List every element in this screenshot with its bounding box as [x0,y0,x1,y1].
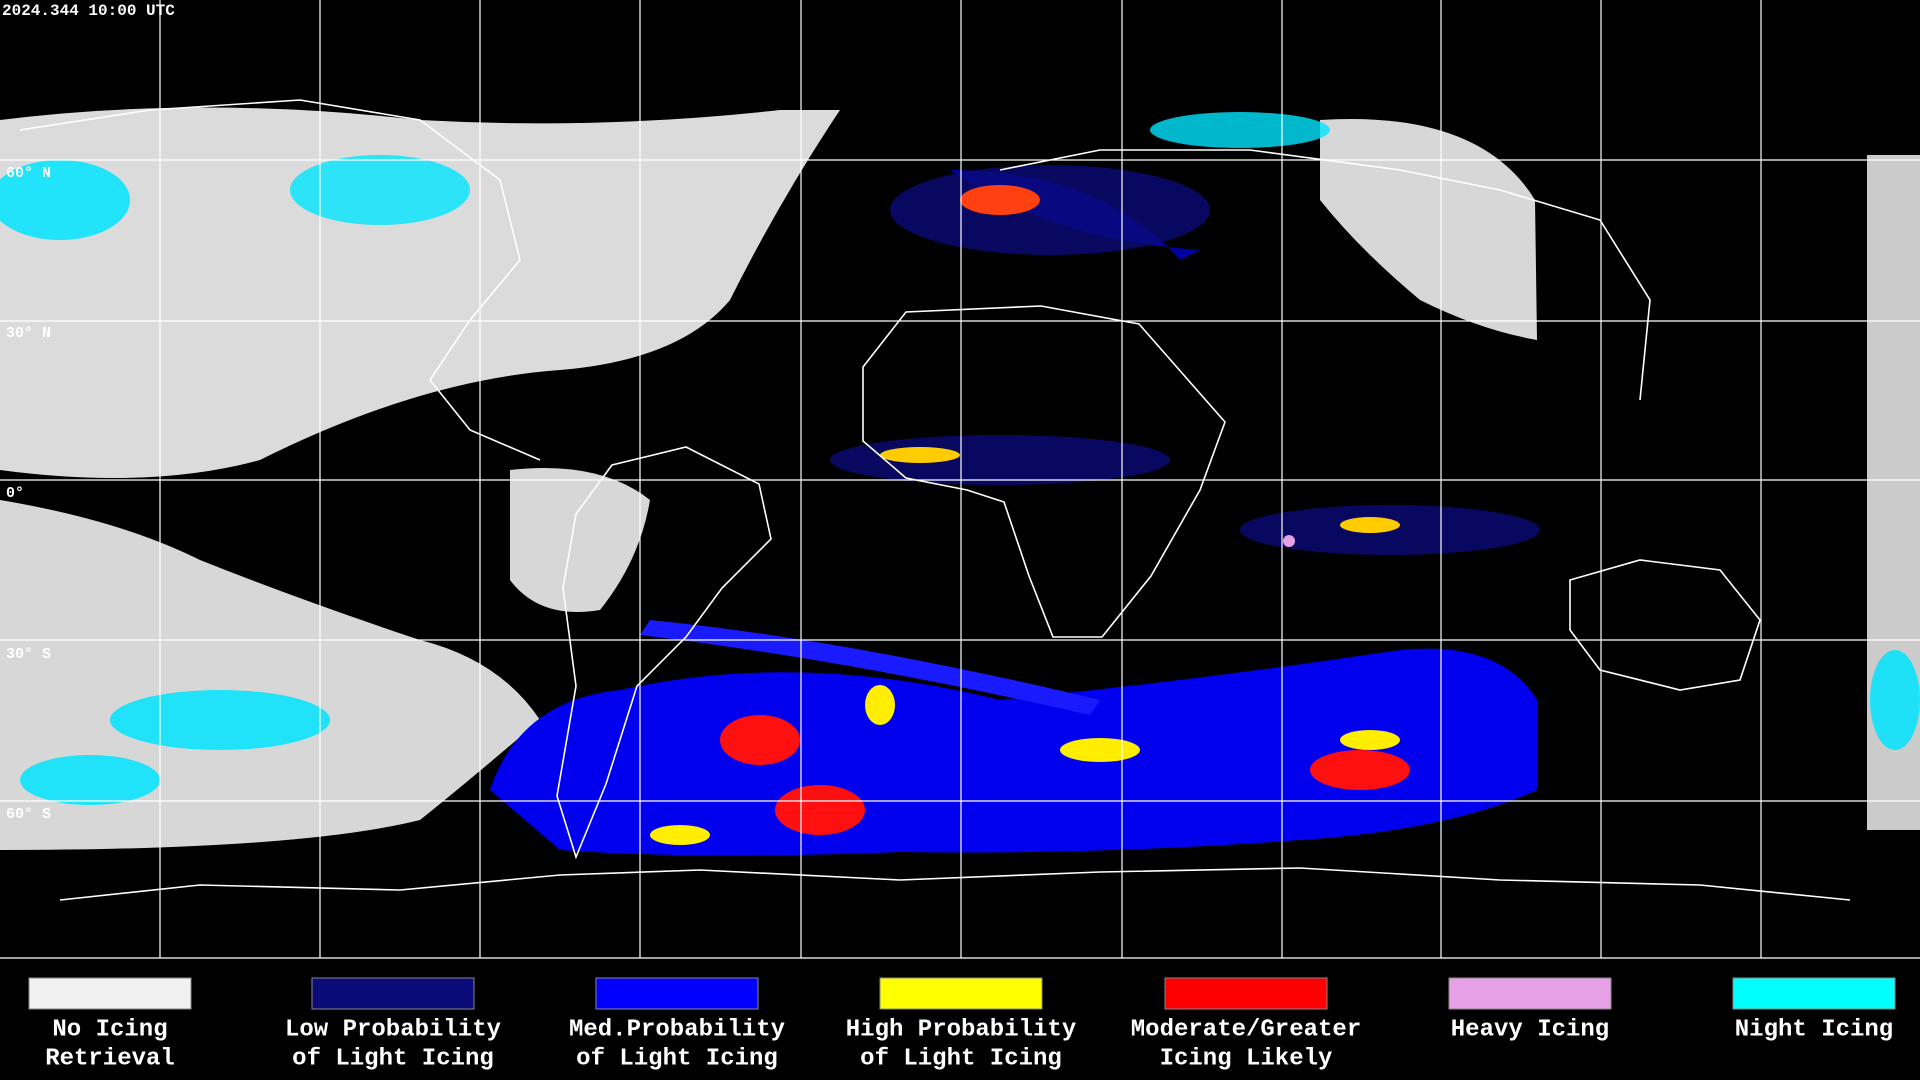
legend-label: Icing Likely [1160,1045,1333,1072]
high-icing [1340,517,1400,533]
legend-label: High Probability [846,1016,1076,1043]
legend-label: Moderate/Greater [1131,1016,1361,1043]
heavy-icing [1283,535,1295,547]
legend-label: Night Icing [1735,1016,1893,1043]
coastline [999,149,1651,401]
icing-band [640,620,1100,715]
legend-swatch [1448,977,1612,1010]
legend-swatch [879,977,1043,1010]
legend-label: Med.Probability [569,1016,785,1043]
legend-swatch [1732,977,1896,1010]
high-icing [880,447,960,463]
coastline [19,99,541,461]
night-icing [110,690,330,750]
high-icing [1060,738,1140,762]
high-icing [1340,730,1400,750]
latitude-label: 30° N [6,325,51,342]
legend-label: of Light Icing [860,1045,1062,1072]
legend-label: Retrieval [45,1045,175,1072]
legend-swatch [28,977,192,1010]
night-icing [1150,112,1330,148]
legend-label: of Light Icing [292,1045,494,1072]
moderate-icing [775,785,865,835]
legend-item: Night Icing [1732,977,1896,1043]
high-icing [650,825,710,845]
legend-label: Low Probability [285,1016,501,1043]
cloud-field [510,468,650,612]
night-icing [290,155,470,225]
icing-band [830,435,1170,485]
legend-label: No Icing [52,1016,167,1043]
night-icing [20,755,160,805]
coastline [1569,559,1761,691]
legend-swatch [1164,977,1328,1010]
latitude-labels: 60° N 30° N 0° 30° S 60° S [6,165,51,823]
cloud-field [1320,119,1537,340]
night-icing [0,160,130,240]
coastlines [19,99,1851,901]
graticule [0,0,1920,959]
high-icing [865,685,895,725]
coastline [59,867,1851,901]
imagery [0,107,1920,856]
moderate-icing [1310,750,1410,790]
latitude-label: 0° [6,485,24,502]
legend-item: Heavy Icing [1448,977,1612,1043]
icing-band [890,165,1210,255]
legend-label: Heavy Icing [1451,1016,1609,1043]
latitude-label: 30° S [6,646,51,663]
legend-label: of Light Icing [576,1045,778,1072]
coastline [862,305,1226,638]
night-icing [1870,650,1920,750]
coastline [556,446,772,860]
icing-band [490,648,1537,856]
moderate-icing [720,715,800,765]
timestamp: 2024.344 10:00 UTC [2,2,175,20]
moderate-icing [960,185,1040,215]
latitude-label: 60° N [6,165,51,182]
legend-swatch [311,977,475,1010]
cloud-field [0,107,840,478]
latitude-label: 60° S [6,806,51,823]
legend-swatch [595,977,759,1010]
